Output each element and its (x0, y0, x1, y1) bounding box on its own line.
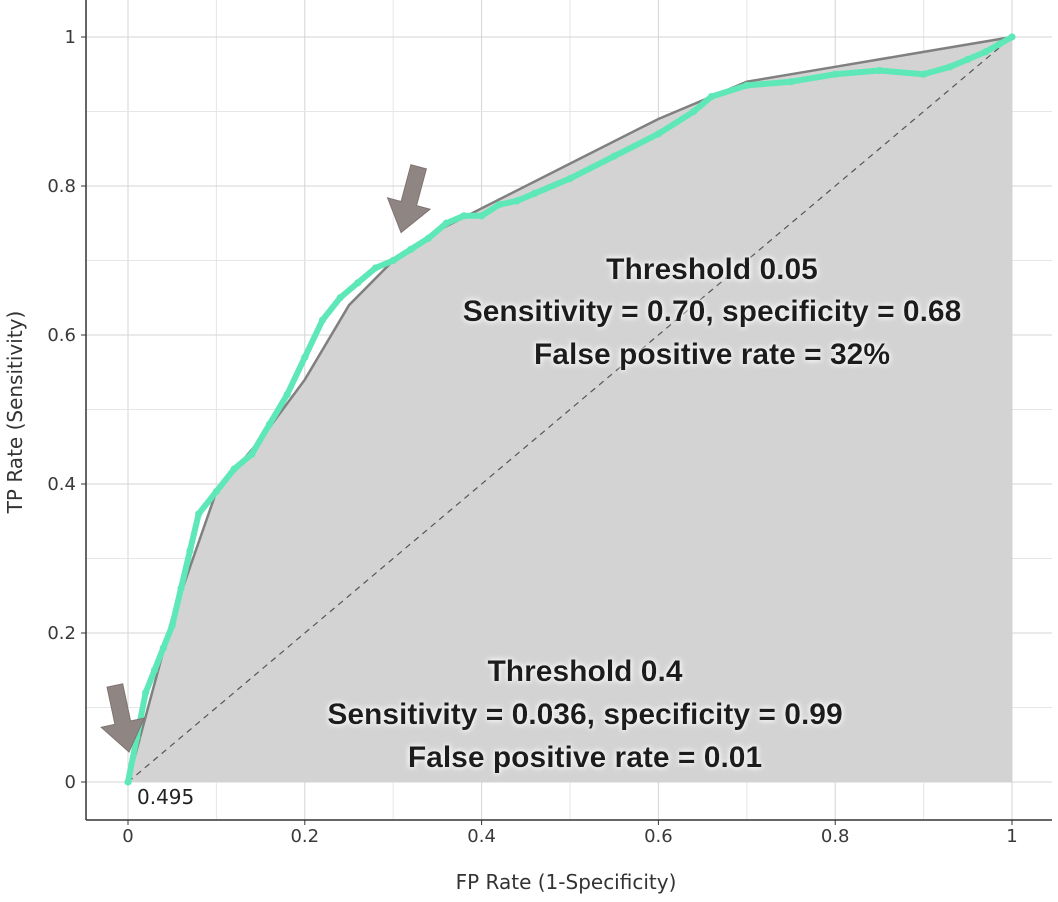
x-tick-label: 0.4 (467, 826, 496, 847)
origin-threshold-label: 0.495 (137, 785, 194, 809)
arrows (100, 164, 432, 753)
roc-point (371, 264, 380, 272)
roc-point (195, 510, 203, 518)
series (124, 33, 1016, 786)
roc-point (531, 189, 539, 198)
y-tick-label: 0.6 (47, 325, 76, 346)
roc-point (690, 107, 698, 116)
roc-point (265, 420, 274, 428)
arrow-threshold-low (100, 683, 146, 753)
y-tick-label: 0 (65, 772, 76, 793)
roc-point (610, 152, 618, 160)
arrow-shape (386, 164, 432, 234)
roc-point (336, 294, 344, 302)
axes: 0 0.2 0.4 0.6 0.8 1 0 0.2 0.4 0.6 0.8 1 (47, 0, 1052, 847)
y-tick-label: 0.8 (47, 176, 76, 197)
roc-point (177, 584, 185, 592)
arrow-threshold-high (386, 164, 432, 234)
annotation-threshold-high: Threshold 0.05 Sensitivity = 0.70, speci… (463, 253, 962, 371)
roc-point (920, 70, 928, 78)
x-axis-title: FP Rate (1-Specificity) (456, 870, 677, 894)
x-tick-label: 0.2 (290, 826, 319, 847)
roc-point (318, 316, 327, 324)
annotation-line: Sensitivity = 0.036, specificity = 0.99 (327, 698, 842, 731)
roc-point (964, 55, 972, 63)
roc-point (1008, 33, 1016, 41)
roc-point (831, 70, 839, 78)
roc-point (124, 778, 132, 786)
arrow-shape (100, 683, 146, 753)
annotation-line: Threshold 0.05 (606, 253, 818, 286)
annotation-line: False positive rate = 32% (534, 338, 890, 371)
roc-point (478, 212, 486, 220)
roc-point (995, 40, 1003, 49)
roc-point (407, 245, 415, 253)
roc-point (566, 174, 574, 183)
roc-point (301, 353, 309, 361)
roc-point (159, 644, 167, 652)
roc-point (875, 66, 884, 75)
roc-point (743, 81, 751, 90)
roc-point (707, 93, 716, 101)
roc-point (248, 450, 256, 458)
roc-point (981, 48, 990, 56)
y-tick-label: 1 (65, 27, 76, 48)
roc-point (283, 391, 291, 399)
roc-point (354, 279, 362, 287)
roc-point (946, 63, 954, 71)
x-tick-label: 0 (122, 826, 133, 847)
y-axis-title: TP Rate (Sensitivity) (3, 311, 27, 515)
roc-point (513, 197, 521, 205)
roc-point (495, 201, 503, 209)
annotation-line: Threshold 0.4 (487, 655, 682, 688)
annotation-threshold-low: Threshold 0.4 Sensitivity = 0.036, speci… (327, 655, 842, 774)
roc-point (460, 212, 468, 220)
roc-point (230, 465, 238, 473)
annotation-line: Sensitivity = 0.70, specificity = 0.68 (463, 295, 962, 328)
roc-point (186, 547, 194, 555)
annotation-line: False positive rate = 0.01 (408, 741, 762, 774)
roc-point (442, 219, 450, 227)
x-tick-label: 0.6 (644, 826, 673, 847)
roc-point (142, 689, 150, 697)
roc-point (212, 487, 220, 496)
roc-point (150, 666, 159, 674)
roc-point (654, 130, 663, 138)
roc-point (389, 256, 397, 265)
chance-diagonal-line (127, 36, 1013, 783)
y-tick-label: 0.2 (47, 623, 76, 644)
roc-point (424, 234, 433, 242)
x-tick-label: 0.8 (821, 826, 850, 847)
x-tick-label: 1 (1006, 826, 1017, 847)
roc-point (168, 621, 176, 630)
y-tick-label: 0.4 (47, 474, 76, 495)
roc-point (787, 78, 795, 86)
